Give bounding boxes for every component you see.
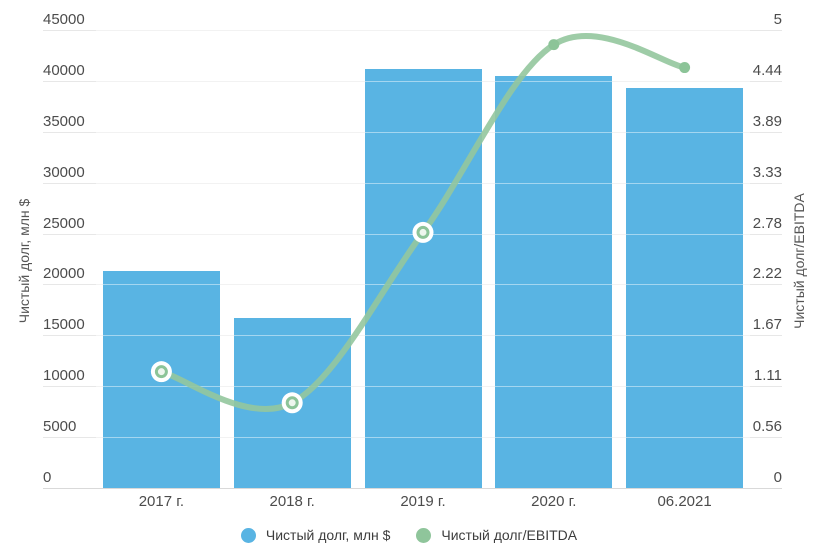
bar-062021[interactable] [626,88,744,488]
legend-dot-icon [240,527,256,543]
gridline-overlay [96,437,750,439]
legend-item-net-debt[interactable]: Чистый долг, млн $ [240,527,391,543]
bar-2018[interactable] [233,318,351,488]
x-axis-label: 2017 г. [138,493,185,510]
right-axis-tick: 5 [773,11,782,28]
gridline-overlay [96,233,750,235]
right-axis-tick: 0 [773,469,782,486]
left-axis-tick: 25000 [43,214,85,232]
right-axis-tick: 1.11 [753,367,782,385]
gridline-overlay [96,30,750,31]
gridline [43,30,782,31]
left-axis-tick: 10000 [43,367,85,385]
x-axis-label: 2020 г. [531,493,577,510]
x-axis-label: 2018 г. [269,493,315,510]
left-axis-tick: 40000 [43,61,85,79]
right-axis-tick: 2.22 [752,265,782,283]
left-axis-title: Чистый долг, млн $ [16,198,32,324]
right-axis-tick: 2.78 [752,214,782,232]
x-axis-label: 2019 г. [400,493,446,510]
bar-2020[interactable] [495,75,613,488]
right-axis-tick: 4.44 [752,61,782,79]
gridline-overlay [96,182,750,184]
line-point-2020.[interactable] [548,39,560,51]
bar-2017[interactable] [102,271,220,488]
gridline-overlay [96,284,750,286]
right-axis-tick: 3.89 [752,112,782,130]
right-axis-title: Чистый долг/EBITDA [791,193,807,329]
right-axis-tick: 0.56 [752,418,782,436]
legend-label: Чистый долг/EBITDA [441,527,578,543]
left-axis-tick: 45000 [43,11,85,28]
gridline-overlay [96,335,750,337]
gridline-overlay [96,386,750,388]
left-axis-tick: 30000 [43,163,85,181]
left-axis-tick: 15000 [43,316,85,334]
gridline-overlay [96,131,750,133]
gridline-overlay [96,80,750,82]
left-axis-tick: 0 [43,469,52,486]
line-point-06.2021[interactable] [679,62,691,74]
legend-item-net-debt-ebitda[interactable]: Чистый долг/EBITDA [416,527,577,543]
left-axis-tick: 35000 [43,112,85,130]
right-axis-tick: 1.67 [752,316,782,334]
left-axis-tick: 20000 [43,265,85,283]
x-axis-line [43,488,782,489]
legend-label: Чистый долг, млн $ [265,527,391,543]
left-axis-tick: 5000 [43,418,77,436]
right-axis-tick: 3.33 [752,163,782,181]
legend-dot-icon [416,527,432,543]
x-axis-label: 06.2021 [657,493,712,510]
chart-legend: Чистый долг, млн $ Чистый долг/EBITDA [0,527,818,543]
